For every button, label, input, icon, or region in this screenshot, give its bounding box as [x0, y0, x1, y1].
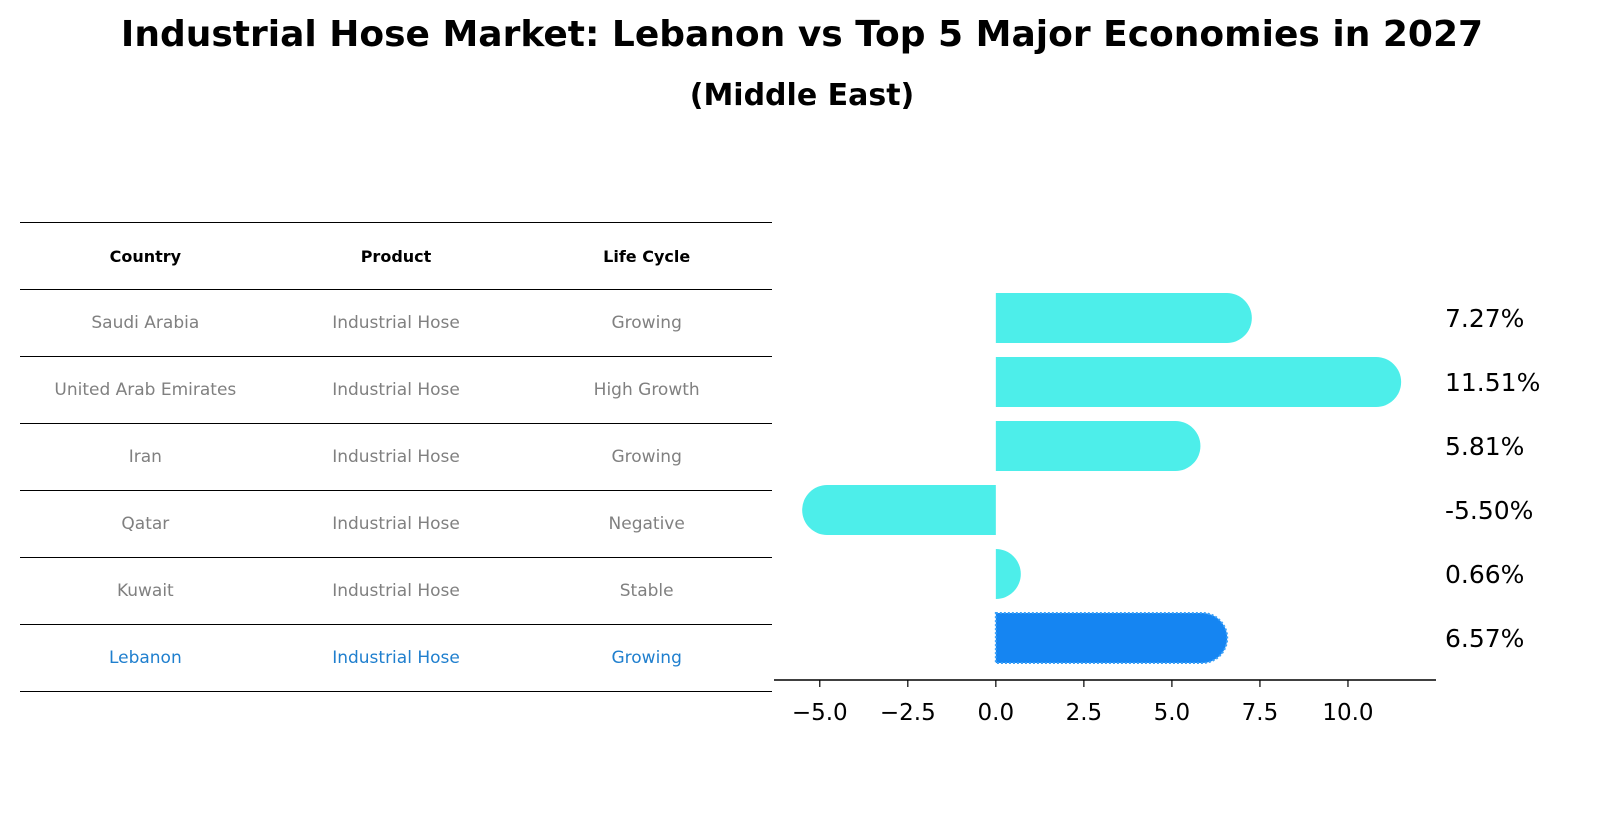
table-row-highlighted: Lebanon Industrial Hose Growing	[20, 624, 772, 692]
x-tick-label: −2.5	[880, 700, 936, 726]
bar	[995, 293, 1252, 343]
cell-life-cycle: Stable	[619, 581, 674, 601]
chart-title: Industrial Hose Market: Lebanon vs Top 5…	[120, 14, 1484, 55]
table-row: Saudi Arabia Industrial Hose Growing	[20, 289, 772, 356]
bar	[995, 549, 1021, 599]
cell-country: Lebanon	[108, 648, 182, 668]
x-tick-label: 0.0	[978, 700, 1015, 726]
cell-product: Industrial Hose	[332, 447, 460, 467]
chart-subtitle: (Middle East)	[689, 78, 915, 113]
value-label: 6.57%	[1445, 624, 1524, 653]
cell-country: Kuwait	[116, 581, 174, 601]
value-label: 0.66%	[1445, 560, 1524, 589]
bar	[802, 485, 996, 535]
value-label: 7.27%	[1445, 304, 1524, 333]
cell-country: Iran	[128, 447, 162, 467]
cell-country: Qatar	[121, 514, 170, 534]
cell-life-cycle: Negative	[608, 514, 685, 534]
header-country: Country	[109, 246, 182, 266]
x-tick-label: 7.5	[1242, 700, 1279, 726]
value-label: 5.81%	[1445, 432, 1524, 461]
table-row: Iran Industrial Hose Growing	[20, 423, 772, 490]
cell-life-cycle: Growing	[611, 447, 682, 467]
data-table: Country Product Life Cycle Saudi Arabia …	[20, 222, 772, 692]
x-tick-label: 10.0	[1322, 700, 1373, 726]
value-label: 11.51%	[1445, 368, 1540, 397]
x-tick-label: 2.5	[1066, 700, 1103, 726]
cell-life-cycle: Growing	[611, 648, 682, 668]
cell-country: Saudi Arabia	[91, 313, 200, 333]
header-life-cycle: Life Cycle	[603, 246, 691, 266]
value-label: -5.50%	[1445, 496, 1533, 525]
cell-product: Industrial Hose	[332, 581, 460, 601]
cell-product: Industrial Hose	[332, 648, 460, 668]
header-product: Product	[360, 246, 432, 266]
cell-life-cycle: Growing	[611, 313, 682, 333]
bar-highlighted	[994, 612, 1229, 664]
table-header-row: Country Product Life Cycle	[20, 222, 772, 289]
cell-country: United Arab Emirates	[54, 380, 237, 400]
cell-product: Industrial Hose	[332, 380, 460, 400]
x-tick-label: 5.0	[1154, 700, 1191, 726]
table-row: United Arab Emirates Industrial Hose Hig…	[20, 356, 772, 423]
table-row: Qatar Industrial Hose Negative	[20, 490, 772, 557]
x-tick-label: −5.0	[792, 700, 848, 726]
cell-life-cycle: High Growth	[593, 380, 700, 400]
bar-chart: 7.27% 11.51% 5.81% -5.50% 0.66% 6.57% −5.0 −2.5…	[774, 293, 1540, 726]
table-row: Kuwait Industrial Hose Stable	[20, 557, 772, 624]
bar	[995, 421, 1201, 471]
bar	[995, 357, 1402, 407]
cell-product: Industrial Hose	[332, 514, 460, 534]
cell-product: Industrial Hose	[332, 313, 460, 333]
